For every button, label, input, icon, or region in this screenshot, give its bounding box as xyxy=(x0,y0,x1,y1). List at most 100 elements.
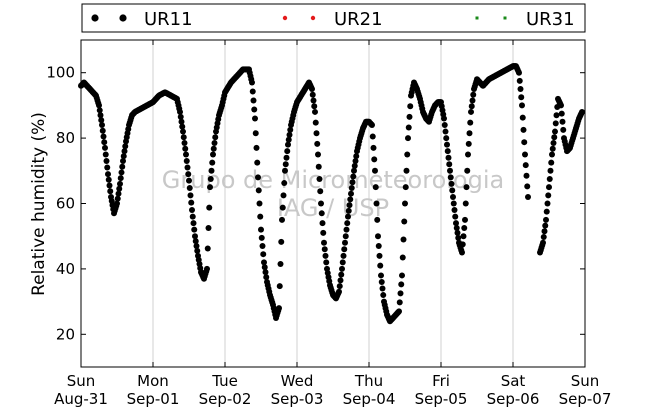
data-point xyxy=(336,288,342,295)
data-point xyxy=(377,262,384,269)
data-point xyxy=(96,107,103,114)
data-point xyxy=(188,199,195,206)
data-point xyxy=(369,122,375,129)
data-point xyxy=(253,144,260,151)
data-point xyxy=(443,135,450,142)
data-point xyxy=(342,239,348,246)
data-point xyxy=(516,69,522,76)
data-point xyxy=(462,216,468,223)
x-tick-day: Mon xyxy=(137,372,169,390)
legend-frame xyxy=(81,3,586,33)
data-point xyxy=(344,220,351,227)
data-point xyxy=(255,174,261,181)
data-point xyxy=(461,225,468,232)
data-point xyxy=(281,180,288,187)
data-point xyxy=(540,239,546,246)
data-point xyxy=(402,200,408,207)
data-point xyxy=(517,86,524,93)
data-point xyxy=(447,167,453,174)
gridlines xyxy=(152,40,514,367)
data-point xyxy=(453,220,459,227)
data-point xyxy=(258,234,265,241)
data-point xyxy=(207,175,214,182)
data-point xyxy=(116,185,123,192)
data-point xyxy=(543,208,550,215)
data-point xyxy=(348,184,355,191)
legend-marker xyxy=(282,15,288,21)
data-point xyxy=(205,225,212,232)
data-point xyxy=(463,184,470,191)
data-point xyxy=(447,174,454,181)
data-point xyxy=(107,188,114,195)
data-point xyxy=(319,220,326,227)
data-point xyxy=(405,124,412,131)
data-point xyxy=(406,113,413,120)
data-point xyxy=(120,153,127,160)
data-point xyxy=(249,79,255,86)
data-point xyxy=(375,243,382,250)
data-points xyxy=(78,63,585,325)
data-point xyxy=(403,167,410,174)
data-point xyxy=(371,156,378,163)
data-point xyxy=(97,112,104,119)
data-point xyxy=(98,117,105,124)
data-point xyxy=(546,184,552,191)
data-point xyxy=(315,151,321,158)
data-point xyxy=(544,200,551,207)
data-point xyxy=(373,200,380,207)
data-point xyxy=(404,151,411,158)
legend-entry: UR11 xyxy=(91,9,193,30)
data-point xyxy=(545,192,552,199)
data-point xyxy=(396,308,402,315)
data-point xyxy=(322,252,329,259)
data-point xyxy=(455,234,462,241)
data-point xyxy=(177,108,183,115)
data-point xyxy=(286,131,293,138)
data-point xyxy=(540,234,547,241)
data-point xyxy=(259,243,266,250)
x-tick-day: Fri xyxy=(432,372,450,390)
data-point xyxy=(525,193,531,200)
legend-marker xyxy=(119,14,127,22)
legend-label: UR11 xyxy=(144,9,193,30)
data-point xyxy=(378,278,385,285)
data-point xyxy=(370,144,377,151)
data-point xyxy=(105,171,111,178)
data-point xyxy=(466,130,473,137)
x-tick-date: Sep-06 xyxy=(487,390,540,408)
data-point xyxy=(345,207,352,214)
data-point xyxy=(460,233,467,240)
data-point xyxy=(350,173,357,180)
data-point xyxy=(550,140,557,146)
data-point xyxy=(518,94,525,101)
x-tick-day: Tue xyxy=(211,372,238,390)
data-point xyxy=(441,122,448,129)
data-point xyxy=(336,283,343,290)
data-point xyxy=(468,103,475,110)
y-tick-label: 80 xyxy=(56,129,75,147)
legend-marker xyxy=(310,15,316,21)
data-point xyxy=(452,213,459,220)
x-tick-day: Sun xyxy=(571,372,600,390)
data-point xyxy=(441,115,447,122)
data-point xyxy=(444,141,450,148)
data-point xyxy=(399,272,405,279)
data-point xyxy=(279,216,285,223)
data-point xyxy=(263,274,270,281)
data-point xyxy=(208,167,215,174)
data-point xyxy=(115,190,122,197)
data-point xyxy=(278,238,285,245)
data-point xyxy=(318,200,324,207)
data-point xyxy=(190,220,197,227)
data-point xyxy=(177,113,184,120)
x-tick-day: Thu xyxy=(354,372,383,390)
data-point xyxy=(522,162,529,169)
data-point xyxy=(261,259,267,266)
data-point xyxy=(369,133,376,140)
data-point xyxy=(117,180,123,187)
data-point xyxy=(543,216,549,223)
data-point xyxy=(397,290,404,297)
data-point xyxy=(277,261,284,267)
data-point xyxy=(379,285,386,292)
data-point xyxy=(212,134,219,141)
